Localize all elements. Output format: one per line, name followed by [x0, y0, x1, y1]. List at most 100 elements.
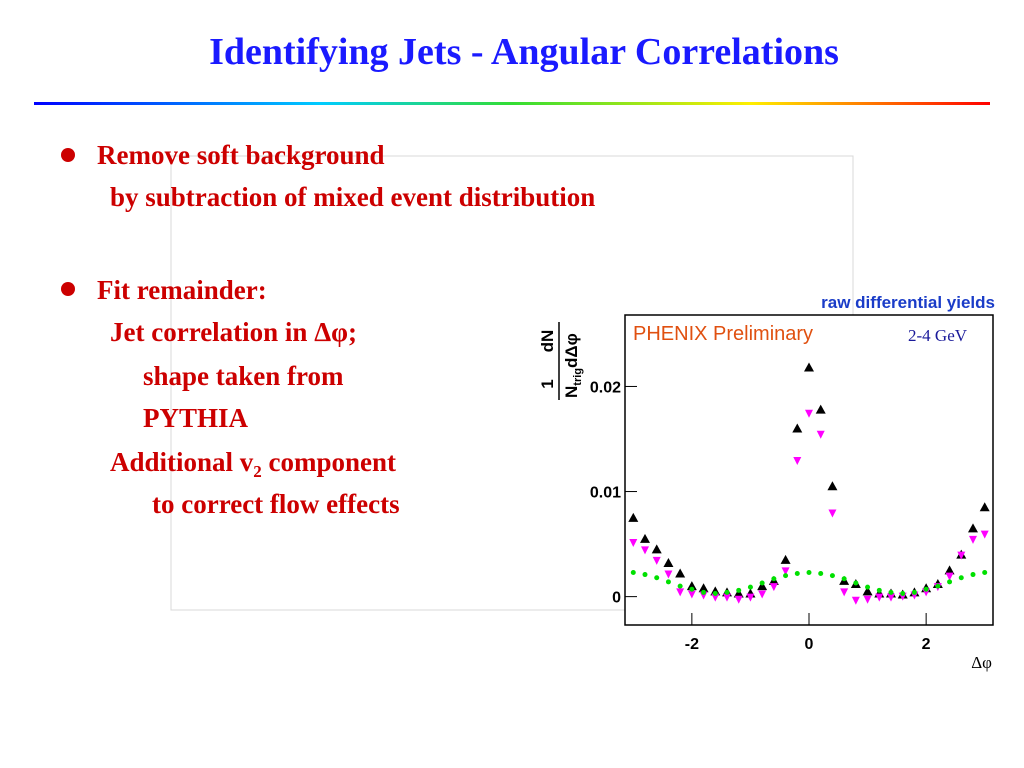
marker — [792, 423, 803, 433]
marker — [793, 457, 802, 466]
x-tick-label: -2 — [685, 636, 699, 653]
marker — [957, 551, 966, 560]
x-tick-label: 0 — [805, 636, 814, 653]
marker — [640, 533, 651, 543]
marker — [724, 589, 730, 595]
marker — [780, 554, 791, 564]
marker — [733, 588, 744, 598]
marker — [840, 588, 849, 597]
text-part: Additional v — [110, 447, 254, 477]
y-tick-label: 0 — [612, 590, 621, 607]
x-tick-label: 2 — [922, 636, 931, 653]
marker — [628, 512, 639, 522]
marker — [980, 530, 989, 539]
bullet-dot — [61, 148, 75, 162]
plot-frame — [624, 314, 994, 626]
marker — [757, 581, 768, 591]
marker — [675, 568, 686, 578]
marker — [886, 593, 895, 602]
marker — [863, 595, 872, 604]
chart: raw differential yields PHENIX Prelimina… — [538, 293, 995, 672]
marker — [853, 580, 859, 586]
marker — [944, 565, 955, 575]
marker — [629, 538, 638, 547]
y-label-part: N — [562, 386, 581, 398]
marker — [827, 481, 838, 491]
marker — [970, 572, 976, 578]
slide-title: Identifying Jets - Angular Correlations — [209, 31, 839, 73]
marker — [783, 573, 789, 579]
marker — [806, 569, 812, 575]
marker — [781, 567, 790, 576]
marker — [851, 596, 860, 605]
marker — [888, 589, 894, 595]
marker — [805, 409, 813, 418]
marker — [982, 569, 988, 575]
marker — [630, 569, 636, 575]
marker — [651, 544, 662, 554]
y-label-part: NtrigdΔφ — [562, 333, 584, 398]
marker — [979, 502, 990, 512]
marker — [841, 576, 847, 582]
marker — [686, 581, 697, 591]
marker — [816, 430, 825, 439]
marker — [794, 571, 800, 577]
marker — [698, 583, 709, 593]
marker — [642, 572, 648, 578]
marker — [769, 583, 778, 592]
annotation: 2-4 GeV — [908, 326, 968, 345]
marker — [746, 593, 755, 602]
marker — [865, 584, 871, 590]
bullet-text: PYTHIA — [143, 403, 249, 433]
marker — [747, 584, 753, 590]
marker — [876, 587, 882, 593]
bullet-text: Fit remainder: — [97, 275, 267, 305]
bullet-text: Remove soft background — [97, 140, 385, 170]
bullet-text: Jet correlation in Δφ; — [110, 317, 357, 347]
marker — [815, 404, 826, 414]
marker — [923, 586, 929, 592]
bullet-text: to correct flow effects — [152, 489, 400, 519]
marker — [818, 571, 824, 577]
marker — [828, 509, 837, 518]
subscript: 2 — [253, 462, 262, 481]
y-label-part: dΔφ — [562, 333, 581, 368]
marker — [758, 590, 767, 599]
marker — [654, 575, 660, 581]
marker — [947, 579, 953, 585]
marker — [676, 588, 685, 597]
marker — [664, 570, 673, 579]
marker — [759, 580, 765, 586]
text-part: component — [262, 447, 396, 477]
marker — [900, 590, 906, 596]
marker — [665, 579, 671, 585]
y-label-part: dN — [538, 330, 557, 353]
marker — [804, 362, 814, 372]
marker — [677, 583, 683, 589]
marker — [712, 590, 718, 596]
marker — [663, 558, 674, 567]
annotation: PHENIX Preliminary — [633, 323, 813, 345]
marker — [862, 586, 873, 596]
marker — [736, 587, 742, 593]
marker — [734, 595, 743, 604]
marker — [829, 573, 835, 579]
marker — [652, 556, 661, 565]
marker — [945, 572, 954, 581]
y-tick-label: 0.02 — [590, 379, 621, 396]
marker — [958, 575, 964, 581]
y-axis-label: 1 dN NtrigdΔφ — [538, 322, 584, 400]
marker — [911, 589, 917, 595]
marker — [875, 593, 884, 602]
marker — [701, 589, 707, 595]
y-label-part: 1 — [538, 379, 557, 388]
marker — [723, 593, 732, 602]
marker — [968, 535, 977, 544]
title-rule — [34, 102, 990, 105]
marker — [935, 583, 941, 589]
marker — [771, 576, 777, 582]
marker — [710, 586, 721, 596]
y-tick-label: 0.01 — [590, 485, 621, 502]
marker — [641, 546, 650, 555]
